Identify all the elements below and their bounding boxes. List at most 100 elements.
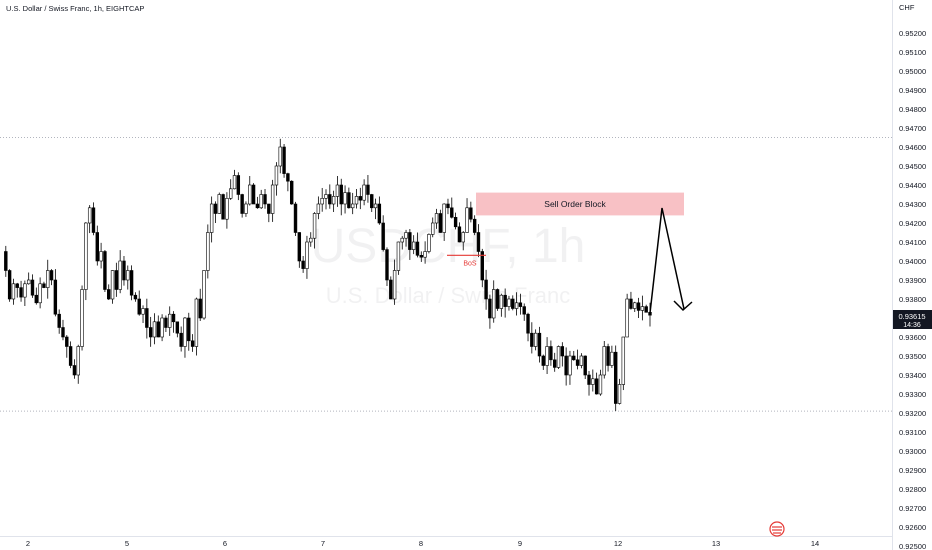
price-tick-label: 0.94300 <box>899 200 926 209</box>
candle-body <box>289 180 294 205</box>
candle <box>469 201 473 223</box>
candle-body <box>613 351 618 404</box>
order-block-zone[interactable]: Sell Order Block <box>476 192 684 216</box>
sell-order-block-rect[interactable] <box>476 192 684 216</box>
candle <box>434 208 439 229</box>
candle <box>438 209 443 233</box>
time-axis[interactable]: 2 5 6 7 8 9 12 13 14 <box>26 539 819 548</box>
candle <box>255 196 260 209</box>
candle-body <box>343 192 347 205</box>
candle-body <box>68 346 73 366</box>
candle-body <box>30 279 35 296</box>
candle <box>579 353 584 369</box>
candle-body <box>248 184 252 205</box>
candle <box>476 224 481 258</box>
price-tick-label: 0.93200 <box>899 409 926 418</box>
price-axis[interactable]: 0.95200 0.95100 0.95000 0.94900 0.94800 0.947… <box>899 29 926 550</box>
price-tick-label: 0.93100 <box>899 428 926 437</box>
candle-body <box>606 346 610 366</box>
candle-body <box>537 332 542 357</box>
candle <box>385 247 389 287</box>
candle-body <box>564 355 568 376</box>
candle <box>15 282 19 298</box>
candle <box>156 315 160 338</box>
candle <box>309 232 313 247</box>
candle <box>38 277 42 309</box>
candle-body <box>213 203 218 214</box>
candle <box>373 198 378 220</box>
candle <box>556 345 561 370</box>
projection-drawing[interactable] <box>649 207 693 314</box>
candle <box>221 193 225 220</box>
price-tick-label: 0.93000 <box>899 447 926 456</box>
candle-body <box>488 298 492 319</box>
candle <box>232 169 237 190</box>
candle <box>404 229 408 247</box>
candle <box>415 232 420 258</box>
candle-body <box>99 251 103 262</box>
projection-path[interactable] <box>649 207 685 314</box>
candle <box>594 372 599 395</box>
candle-body <box>103 251 107 290</box>
bos-marker[interactable]: BoS <box>447 254 486 267</box>
candle-body <box>583 355 587 376</box>
horizontal-levels <box>0 137 892 412</box>
candle-body <box>34 294 39 304</box>
candle <box>617 378 622 405</box>
candle <box>392 259 397 305</box>
candle-body <box>377 203 382 224</box>
candle-body <box>503 294 507 307</box>
price-tick-label: 0.92600 <box>899 523 926 532</box>
candle <box>282 143 286 178</box>
candle <box>65 335 69 358</box>
candle-body <box>602 346 606 376</box>
candle <box>472 215 477 236</box>
candle <box>633 301 637 312</box>
candle <box>103 249 107 293</box>
candle-body <box>392 270 397 300</box>
candle-body <box>145 308 149 328</box>
candle-body <box>179 332 183 347</box>
candle <box>431 217 435 238</box>
candle <box>175 321 180 338</box>
candle-body <box>309 237 313 243</box>
candle-body <box>274 165 279 186</box>
candle-body <box>350 203 355 209</box>
candle-body <box>617 384 622 404</box>
candle <box>293 201 298 236</box>
price-tick-label: 0.92800 <box>899 485 926 494</box>
candle-body <box>629 298 633 309</box>
candle <box>370 193 374 213</box>
candle <box>34 287 39 305</box>
candle <box>335 176 340 207</box>
time-tick-label: 2 <box>26 539 30 548</box>
candle-body <box>484 279 488 300</box>
candle-body <box>148 327 153 338</box>
candle <box>84 222 88 301</box>
candle-body <box>164 317 168 328</box>
candle <box>217 192 221 214</box>
candle-body <box>492 289 496 319</box>
candle <box>533 329 538 351</box>
candle-body <box>129 270 134 296</box>
candle-body <box>194 298 199 347</box>
price-tick-label: 0.93600 <box>899 333 926 342</box>
price-tick-label: 0.94800 <box>899 105 926 114</box>
bos-label: BoS <box>463 260 477 267</box>
watermark-description: U.S. Dollar / Swiss Franc <box>326 283 571 308</box>
candle <box>206 224 210 279</box>
time-tick-label: 8 <box>419 539 423 548</box>
candle-body <box>457 226 462 243</box>
candle <box>324 189 328 210</box>
candle-body <box>594 378 599 395</box>
candle-body <box>362 184 366 201</box>
candle <box>7 269 12 302</box>
price-tick-label: 0.93800 <box>899 295 926 304</box>
candle <box>572 350 576 361</box>
candle <box>122 256 126 286</box>
price-tick-label: 0.94900 <box>899 86 926 95</box>
price-tick-label: 0.93400 <box>899 371 926 380</box>
candle-body <box>575 359 580 366</box>
price-tick-label: 0.94200 <box>899 219 926 228</box>
